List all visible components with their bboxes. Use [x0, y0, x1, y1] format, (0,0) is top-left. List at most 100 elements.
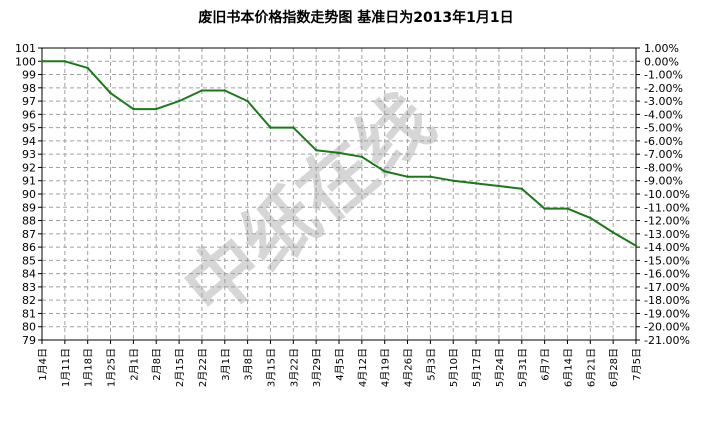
y2-tick-label: -9.00% — [644, 175, 683, 188]
x-tick-label: 4月19日 — [380, 348, 392, 387]
y-tick-label: 89 — [22, 201, 36, 214]
y2-tick-label: -3.00% — [644, 95, 683, 108]
plot-frame — [41, 47, 637, 341]
data-point — [611, 231, 615, 234]
x-tick-label: 6月14日 — [562, 348, 574, 387]
y2-tick-label: 0.00% — [644, 55, 679, 68]
y-tick-label: 88 — [22, 215, 36, 228]
data-point — [429, 175, 432, 178]
y-tick-label: 87 — [22, 228, 36, 241]
x-tick-label: 6月21日 — [585, 348, 597, 387]
y2-tick-label: -20.00% — [644, 321, 690, 334]
y2-tick-label: -8.00% — [644, 161, 683, 174]
y2-tick-label: -4.00% — [644, 108, 683, 121]
data-point — [269, 126, 272, 129]
data-point — [246, 99, 249, 103]
x-tick-label: 3月1日 — [220, 348, 232, 381]
data-point — [155, 107, 158, 111]
y-axis-ticks-right: 1.00%0.00%-1.00%-2.00%-3.00%-4.00%-5.00%… — [644, 42, 690, 347]
data-point — [337, 151, 341, 155]
x-tick-label: 2月8日 — [151, 348, 163, 381]
y2-tick-label: -12.00% — [644, 215, 690, 228]
y2-tick-label: -14.00% — [644, 241, 690, 254]
y-tick-label: 91 — [22, 175, 36, 188]
x-tick-label: 5月31日 — [517, 348, 529, 387]
data-point — [200, 89, 204, 92]
y2-tick-label: 1.00% — [644, 42, 679, 55]
y2-tick-label: -6.00% — [644, 135, 683, 148]
x-tick-label: 4月5日 — [334, 348, 346, 381]
data-point — [520, 187, 523, 190]
x-tick-label: 5月3日 — [425, 348, 437, 381]
x-tick-label: 1月4日 — [37, 348, 49, 381]
y-tick-label: 93 — [22, 148, 36, 161]
data-point — [383, 170, 386, 173]
x-tick-label: 5月17日 — [471, 348, 483, 387]
data-point — [566, 207, 569, 210]
x-tick-label: 1月18日 — [83, 348, 95, 387]
data-point — [474, 182, 478, 185]
y-tick-label: 101 — [15, 42, 36, 55]
x-tick-label: 6月28日 — [608, 348, 620, 387]
y-tick-label: 100 — [15, 55, 36, 68]
data-point — [452, 179, 455, 182]
y-tick-label: 85 — [22, 254, 36, 267]
y2-tick-label: -10.00% — [644, 188, 690, 201]
x-tick-label: 1月25日 — [106, 348, 118, 387]
y-tick-label: 94 — [22, 135, 36, 148]
y-tick-label: 81 — [22, 307, 36, 320]
y2-tick-label: -15.00% — [644, 254, 690, 267]
x-tick-label: 3月29日 — [311, 348, 323, 387]
data-point — [406, 175, 409, 178]
x-tick-label: 3月22日 — [288, 348, 300, 387]
x-tick-label: 5月10日 — [448, 348, 460, 387]
x-axis-ticks: 1月4日 1月11日 1月18日 1月25日 2月1日 2月8日 2月15日 2月22日 3月1… — [37, 348, 643, 387]
y-tick-label: 82 — [22, 294, 36, 307]
y2-tick-label: -13.00% — [644, 228, 690, 241]
y-tick-label: 84 — [22, 268, 36, 281]
y-tick-label: 86 — [22, 241, 36, 254]
y-tick-label: 83 — [22, 281, 36, 294]
y2-tick-label: -19.00% — [644, 307, 690, 320]
data-point — [177, 99, 181, 103]
y-tick-label: 92 — [22, 161, 36, 174]
x-tick-label: 7月5日 — [631, 348, 643, 381]
y-tick-label: 95 — [22, 122, 36, 135]
y2-tick-label: -2.00% — [644, 82, 683, 95]
y2-tick-label: -5.00% — [644, 122, 683, 135]
x-tick-label: 1月11日 — [60, 348, 72, 387]
data-point — [314, 149, 318, 152]
y2-tick-label: -11.00% — [644, 201, 690, 214]
data-point — [634, 244, 638, 247]
x-tick-label: 3月8日 — [243, 348, 255, 381]
x-tick-label: 4月12日 — [357, 348, 369, 387]
y-tick-label: 96 — [22, 108, 36, 121]
x-tick-label: 4月26日 — [403, 348, 415, 387]
x-tick-label: 3月15日 — [265, 348, 277, 387]
data-point — [132, 107, 135, 111]
grid — [42, 48, 636, 340]
y-tick-label: 90 — [22, 188, 36, 201]
x-tick-label: 2月1日 — [128, 348, 140, 381]
axes — [38, 47, 640, 344]
data-point — [497, 184, 501, 188]
y2-tick-label: -18.00% — [644, 294, 690, 307]
data-point — [86, 66, 89, 70]
data-point — [543, 207, 546, 210]
data-point — [109, 91, 112, 95]
data-point — [360, 155, 364, 159]
x-tick-label: 5月24日 — [494, 348, 506, 387]
series-group — [40, 60, 638, 247]
x-tick-label: 2月15日 — [174, 348, 186, 387]
data-point — [63, 60, 67, 63]
chart-title: 废旧书本价格指数走势图 基准日为2013年1月1日 — [198, 9, 513, 26]
y-tick-label: 99 — [22, 69, 36, 82]
y-axis-ticks-left: 1011009998979695949392919089888786858483… — [15, 42, 36, 347]
data-point — [40, 60, 44, 63]
x-tick-label: 6月7日 — [540, 348, 552, 381]
y-tick-label: 97 — [22, 95, 36, 108]
y2-tick-label: -17.00% — [644, 281, 690, 294]
y-tick-label: 98 — [22, 82, 36, 95]
